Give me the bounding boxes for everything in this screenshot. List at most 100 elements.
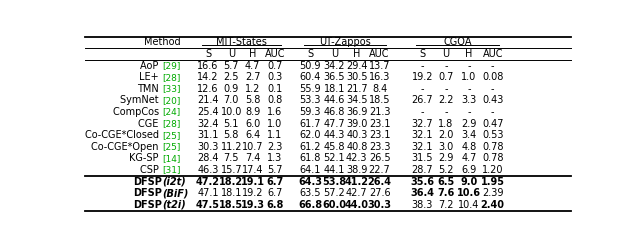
- Text: 30.3: 30.3: [197, 142, 219, 152]
- Text: 6.7: 6.7: [268, 188, 283, 198]
- Text: -: -: [491, 61, 495, 71]
- Text: 6.5: 6.5: [437, 177, 454, 187]
- Text: U: U: [228, 49, 235, 59]
- Text: 44.6: 44.6: [324, 95, 345, 105]
- Text: 29.4: 29.4: [346, 61, 367, 71]
- Text: 52.1: 52.1: [324, 153, 345, 164]
- Text: 6.7: 6.7: [266, 177, 284, 187]
- Text: 27.6: 27.6: [369, 188, 390, 198]
- Text: 34.5: 34.5: [346, 95, 367, 105]
- Text: 3.4: 3.4: [461, 130, 477, 140]
- Text: 46.8: 46.8: [324, 107, 345, 117]
- Text: 16.3: 16.3: [369, 72, 390, 82]
- Text: AUC: AUC: [483, 49, 503, 59]
- Text: -: -: [420, 84, 424, 94]
- Text: 62.0: 62.0: [300, 130, 321, 140]
- Text: 28.7: 28.7: [412, 165, 433, 175]
- Text: 7.4: 7.4: [245, 153, 260, 164]
- Text: 34.2: 34.2: [324, 61, 345, 71]
- Text: 4.7: 4.7: [245, 61, 260, 71]
- Text: 18.1: 18.1: [324, 84, 345, 94]
- Text: AUC: AUC: [265, 49, 285, 59]
- Text: 14.2: 14.2: [197, 72, 219, 82]
- Text: (t2i): (t2i): [162, 200, 186, 210]
- Text: CompCos: CompCos: [113, 107, 162, 117]
- Text: [28]: [28]: [162, 119, 180, 128]
- Text: 22.7: 22.7: [369, 165, 390, 175]
- Text: 6.4: 6.4: [245, 130, 260, 140]
- Text: 18.1: 18.1: [221, 188, 242, 198]
- Text: 32.1: 32.1: [412, 130, 433, 140]
- Text: 5.7: 5.7: [267, 165, 283, 175]
- Text: 47.5: 47.5: [196, 200, 220, 210]
- Text: S: S: [419, 49, 426, 59]
- Text: 44.3: 44.3: [324, 130, 345, 140]
- Text: [29]: [29]: [162, 61, 180, 70]
- Text: LE+: LE+: [139, 72, 162, 82]
- Text: CGQA: CGQA: [444, 37, 472, 47]
- Text: -: -: [467, 61, 470, 71]
- Text: 55.9: 55.9: [300, 84, 321, 94]
- Text: 35.6: 35.6: [410, 177, 434, 187]
- Text: (BiF): (BiF): [162, 188, 188, 198]
- Text: 0.1: 0.1: [268, 84, 282, 94]
- Text: 18.5: 18.5: [369, 95, 390, 105]
- Text: (i2t): (i2t): [162, 177, 186, 187]
- Text: 10.4: 10.4: [458, 200, 479, 210]
- Text: 19.2: 19.2: [242, 188, 263, 198]
- Text: 0.8: 0.8: [268, 95, 282, 105]
- Text: 8.4: 8.4: [372, 84, 387, 94]
- Text: AoP: AoP: [140, 61, 162, 71]
- Text: 2.3: 2.3: [268, 142, 283, 152]
- Text: 25.4: 25.4: [197, 107, 219, 117]
- Text: 10.0: 10.0: [221, 107, 242, 117]
- Text: 53.8: 53.8: [323, 177, 346, 187]
- Text: 28.4: 28.4: [197, 153, 219, 164]
- Text: 57.2: 57.2: [324, 188, 346, 198]
- Text: 2.9: 2.9: [438, 153, 454, 164]
- Text: 0.53: 0.53: [482, 130, 504, 140]
- Text: -: -: [444, 107, 448, 117]
- Text: H: H: [465, 49, 472, 59]
- Text: 1.6: 1.6: [268, 107, 282, 117]
- Text: 26.4: 26.4: [367, 177, 392, 187]
- Text: 7.2: 7.2: [438, 200, 454, 210]
- Text: 7.5: 7.5: [223, 153, 239, 164]
- Text: 7.0: 7.0: [223, 95, 239, 105]
- Text: 38.9: 38.9: [346, 165, 367, 175]
- Text: 0.7: 0.7: [268, 61, 283, 71]
- Text: [25]: [25]: [162, 131, 180, 140]
- Text: 26.7: 26.7: [412, 95, 433, 105]
- Text: AUC: AUC: [369, 49, 390, 59]
- Text: Method: Method: [143, 37, 180, 47]
- Text: 9.0: 9.0: [460, 177, 477, 187]
- Text: 50.9: 50.9: [300, 61, 321, 71]
- Text: 64.1: 64.1: [300, 165, 321, 175]
- Text: 19.2: 19.2: [412, 72, 433, 82]
- Text: -: -: [491, 84, 495, 94]
- Text: 19.1: 19.1: [241, 177, 264, 187]
- Text: 47.2: 47.2: [196, 177, 220, 187]
- Text: 0.78: 0.78: [482, 153, 504, 164]
- Text: 61.2: 61.2: [300, 142, 321, 152]
- Text: 44.0: 44.0: [345, 200, 369, 210]
- Text: 61.7: 61.7: [300, 119, 321, 129]
- Text: [33]: [33]: [162, 84, 180, 93]
- Text: 10.7: 10.7: [242, 142, 263, 152]
- Text: 30.3: 30.3: [367, 200, 392, 210]
- Text: [28]: [28]: [162, 73, 180, 82]
- Text: 36.5: 36.5: [324, 72, 345, 82]
- Text: 5.2: 5.2: [438, 165, 454, 175]
- Text: 5.7: 5.7: [223, 61, 239, 71]
- Text: 13.7: 13.7: [369, 61, 390, 71]
- Text: 21.4: 21.4: [197, 95, 219, 105]
- Text: 0.3: 0.3: [268, 72, 282, 82]
- Text: S: S: [205, 49, 211, 59]
- Text: 60.0: 60.0: [323, 200, 346, 210]
- Text: CGE: CGE: [138, 119, 162, 129]
- Text: 39.0: 39.0: [346, 119, 367, 129]
- Text: 36.9: 36.9: [346, 107, 367, 117]
- Text: 47.1: 47.1: [197, 188, 219, 198]
- Text: 21.7: 21.7: [346, 84, 367, 94]
- Text: DFSP: DFSP: [133, 188, 162, 198]
